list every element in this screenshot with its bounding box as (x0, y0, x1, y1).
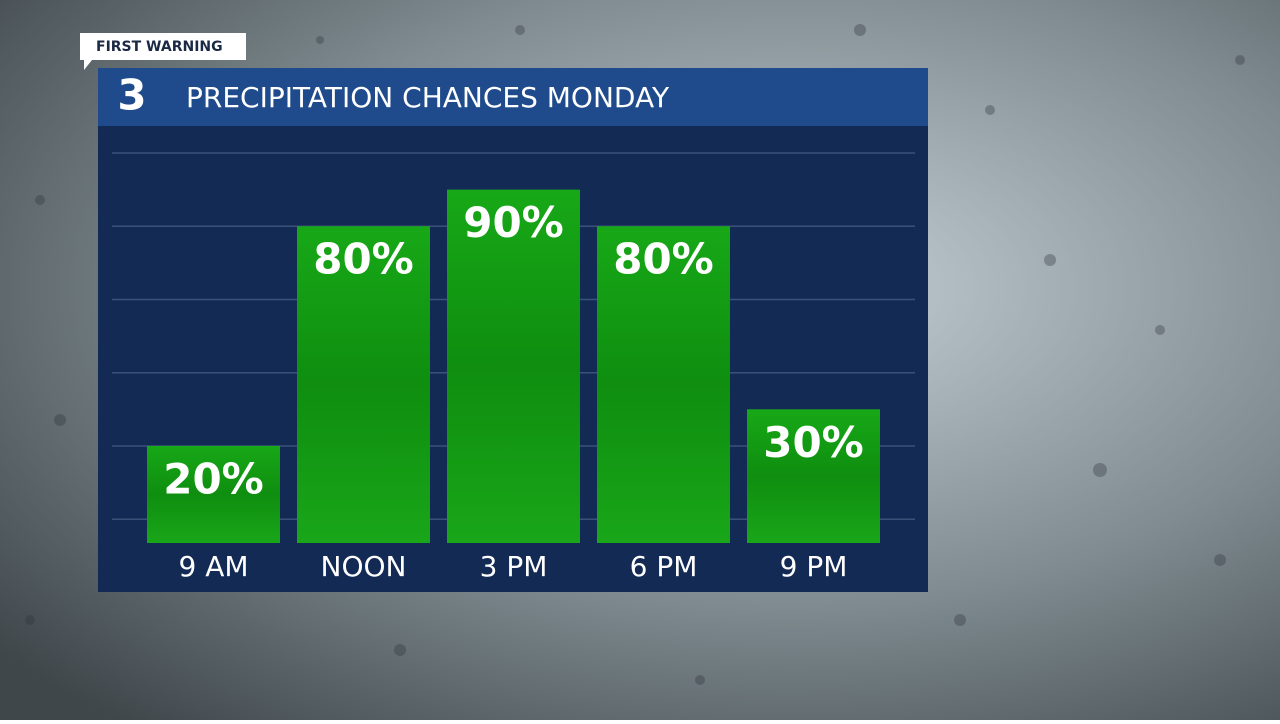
x-tick-label: 3 PM (480, 550, 548, 583)
bar (597, 226, 730, 543)
value-label: 90% (463, 198, 564, 247)
logo: 3 (117, 71, 146, 120)
bar (747, 409, 880, 543)
value-label: 20% (163, 454, 264, 503)
x-tick-label: 6 PM (630, 550, 698, 583)
value-label: 80% (613, 235, 714, 284)
header (98, 68, 928, 126)
drops (25, 24, 1245, 685)
bar (297, 226, 430, 543)
bar (147, 445, 280, 543)
x-tick-label: 9 PM (780, 550, 848, 583)
value-label: 30% (763, 418, 864, 467)
bar (447, 189, 580, 543)
tag-box (80, 33, 246, 70)
x-tick-label: NOON (321, 550, 407, 583)
tag: FIRST WARNING (96, 39, 223, 55)
x-tick-label: 9 AM (178, 550, 248, 583)
chart-title: PRECIPITATION CHANCES MONDAY (186, 81, 670, 114)
value-label: 80% (313, 235, 414, 284)
